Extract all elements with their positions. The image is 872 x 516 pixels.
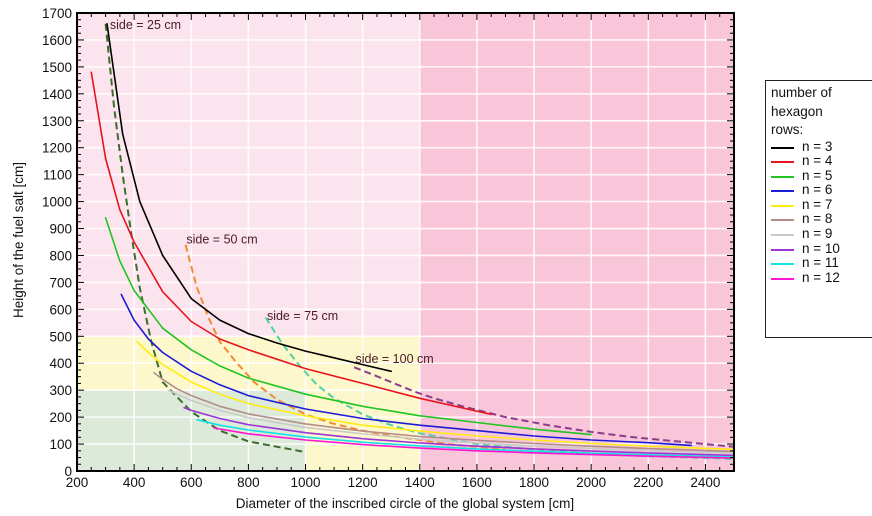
legend-entry: n = 11	[771, 256, 872, 271]
legend-entry: n = 3	[771, 138, 872, 155]
y-tick-label: 100	[49, 437, 72, 452]
y-tick-label: 1000	[42, 195, 72, 210]
legend-entry: n = 5	[771, 167, 872, 184]
legend-label: n = 4	[802, 153, 833, 169]
series-line-n5	[104, 217, 592, 436]
y-tick-label: 0	[64, 464, 72, 479]
series-line-n10	[183, 406, 735, 457]
series-line-n11	[196, 419, 735, 458]
annotation-label: side = 50 cm	[186, 232, 257, 246]
series-line-n8	[153, 371, 735, 453]
legend-label: n = 12	[802, 269, 840, 285]
series-line-n9	[167, 389, 735, 454]
legend-swatch	[771, 277, 794, 280]
legend-entry: n = 4	[771, 153, 872, 169]
legend-title: number of hexagon rows:	[771, 84, 872, 140]
x-tick-label: 400	[123, 475, 146, 490]
x-tick-label: 1600	[462, 475, 492, 490]
legend-title-line: rows:	[771, 122, 804, 137]
series-line-n7	[136, 340, 735, 451]
dashed-curve-4	[353, 366, 735, 448]
series-line-n3	[106, 23, 392, 373]
legend-swatch	[771, 234, 794, 237]
y-tick-label: 1300	[42, 114, 72, 129]
ticks	[76, 12, 735, 472]
y-tick-label: 1500	[42, 60, 72, 75]
x-tick-label: 600	[180, 475, 203, 490]
y-tick-label: 1100	[43, 168, 72, 183]
legend-swatch	[771, 248, 794, 251]
legend-swatch	[771, 219, 794, 222]
annotation-label: side = 25 cm	[110, 18, 181, 32]
y-tick-label: 300	[49, 383, 72, 398]
x-tick-label: 2200	[633, 475, 663, 490]
series-line-n6	[120, 293, 692, 447]
legend-swatch	[771, 190, 794, 193]
annotation-label: side = 100 cm	[356, 352, 434, 366]
x-tick-label: 1000	[290, 475, 320, 490]
x-tick-label: 800	[237, 475, 260, 490]
x-tick-label: 1200	[348, 475, 378, 490]
y-tick-label: 1600	[42, 33, 72, 48]
x-tick-label: 1800	[519, 475, 549, 490]
legend-entry: n = 7	[771, 196, 872, 213]
y-tick-label: 1700	[42, 6, 72, 21]
legend-label: n = 7	[802, 196, 833, 212]
legend-label: n = 8	[802, 211, 833, 227]
x-tick-label: 1400	[405, 475, 435, 490]
series-lines	[90, 23, 735, 459]
legend-entry: n = 10	[771, 240, 872, 257]
legend-swatch	[771, 175, 794, 178]
y-axis-label: Height of the fuel salt [cm]	[11, 162, 26, 318]
legend-title-line: number of	[771, 85, 832, 100]
legend-label: n = 3	[802, 138, 833, 154]
x-tick-label: 200	[66, 475, 89, 490]
series-line-n12	[213, 427, 735, 459]
legend-swatch	[771, 161, 794, 164]
series-line-n4	[90, 71, 492, 416]
y-tick-label: 1400	[42, 87, 72, 102]
y-tick-label: 700	[49, 275, 72, 290]
legend-swatch	[771, 263, 794, 266]
x-axis-label: Diameter of the inscribed circle of the …	[236, 496, 574, 511]
legend-entry: n = 12	[771, 269, 872, 286]
y-tick-label: 500	[49, 329, 72, 344]
legend-entry: n = 9	[771, 226, 872, 242]
legend-title-line: hexagon	[771, 103, 823, 119]
legend-label: n = 10	[802, 240, 840, 256]
x-tick-label: 2400	[690, 475, 720, 490]
legend-label: n = 6	[802, 182, 833, 198]
shaded-region-2	[419, 13, 734, 471]
y-tick-label: 200	[49, 410, 72, 425]
y-tick-label: 800	[49, 248, 72, 263]
legend-entry: n = 6	[771, 183, 872, 198]
annotations: side = 25 cm side = 50 cm side = 75 cm side…	[110, 18, 434, 366]
shaded-regions	[77, 13, 734, 471]
annotation-label: side = 75 cm	[267, 309, 338, 323]
legend-swatch	[771, 146, 794, 149]
legend-label: n = 11	[802, 255, 839, 271]
legend-swatch	[771, 204, 794, 207]
legend-label: n = 5	[802, 167, 833, 183]
gridlines	[77, 13, 734, 471]
y-tick-label: 400	[49, 356, 72, 371]
legend-entry: n = 8	[771, 212, 872, 227]
y-tick-label: 900	[49, 222, 72, 237]
x-tick-label: 2000	[576, 475, 606, 490]
y-tick-label: 600	[49, 302, 72, 317]
x-tick-labels: 200 400 600 800 1000 1200 1400 1600 1800 2000 2200…	[66, 475, 721, 490]
y-tick-labels: 0 100 200 300 400 500 600 700 800 900 1000 1100 1200…	[42, 6, 72, 479]
y-tick-label: 1200	[42, 141, 72, 156]
legend-label: n = 9	[802, 226, 833, 242]
